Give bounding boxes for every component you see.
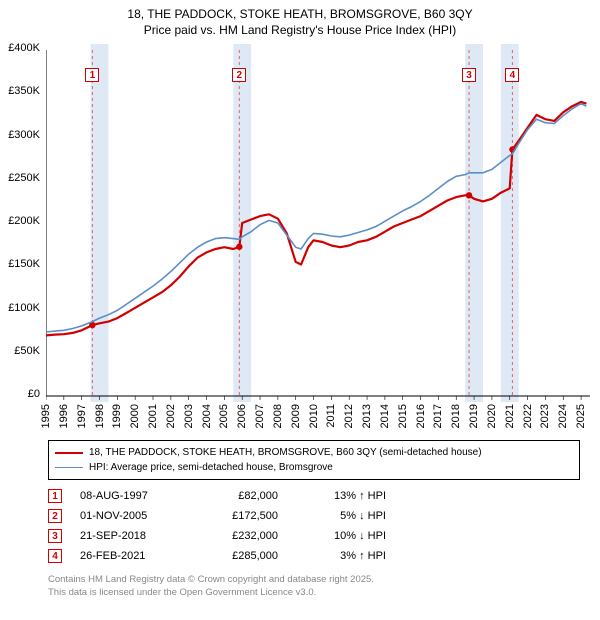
x-tick-label: 2009 [290, 404, 302, 428]
x-tick-label: 2020 [486, 404, 498, 428]
sale-row-delta: 3% ↑ HPI [296, 550, 386, 562]
sale-row-delta: 13% ↑ HPI [296, 490, 386, 502]
x-tick-label: 2000 [129, 404, 141, 428]
x-tick-label: 1996 [58, 404, 70, 428]
x-tick-label: 2013 [361, 404, 373, 428]
sale-row-price: £172,500 [198, 510, 278, 522]
sale-row-marker: 4 [48, 549, 62, 563]
x-tick-label: 2004 [201, 404, 213, 428]
x-tick-label: 2007 [254, 404, 266, 428]
footer-line-1: Contains HM Land Registry data © Crown c… [48, 574, 580, 587]
title-line-2: Price paid vs. HM Land Registry's House … [10, 22, 590, 38]
sale-row-date: 26-FEB-2021 [80, 550, 180, 562]
chart-area: 1 2 3 4 [46, 44, 590, 402]
x-tick-label: 2005 [218, 404, 230, 428]
y-tick-label: £250K [8, 172, 40, 184]
sale-row-marker: 1 [48, 489, 62, 503]
sale-row-price: £232,000 [198, 530, 278, 542]
x-tick-label: 2015 [397, 404, 409, 428]
sale-row-date: 08-AUG-1997 [80, 490, 180, 502]
x-tick-label: 2022 [522, 404, 534, 428]
x-tick-label: 2019 [468, 404, 480, 428]
chart-svg [46, 44, 590, 402]
legend-row: 18, THE PADDOCK, STOKE HEATH, BROMSGROVE… [55, 445, 573, 460]
title-line-1: 18, THE PADDOCK, STOKE HEATH, BROMSGROVE… [10, 6, 590, 22]
x-tick-label: 2024 [557, 404, 569, 428]
x-tick-label: 1998 [94, 404, 106, 428]
x-tick-label: 1995 [40, 404, 52, 428]
sale-marker-4: 4 [505, 68, 519, 82]
x-tick-label: 2006 [236, 404, 248, 428]
legend-label: HPI: Average price, semi-detached house,… [89, 460, 333, 475]
y-tick-label: £100K [8, 302, 40, 314]
sale-row: 3 21-SEP-2018 £232,000 10% ↓ HPI [48, 526, 580, 546]
x-tick-label: 2012 [343, 404, 355, 428]
sale-row: 2 01-NOV-2005 £172,500 5% ↓ HPI [48, 506, 580, 526]
y-tick-label: £300K [8, 129, 40, 141]
legend-label: 18, THE PADDOCK, STOKE HEATH, BROMSGROVE… [89, 445, 482, 460]
x-tick-label: 1999 [111, 404, 123, 428]
x-tick-label: 2001 [147, 404, 159, 428]
x-tick-label: 2010 [308, 404, 320, 428]
title-block: 18, THE PADDOCK, STOKE HEATH, BROMSGROVE… [0, 0, 600, 40]
sale-marker-2: 2 [232, 68, 246, 82]
y-tick-label: £150K [8, 258, 40, 270]
sale-row: 4 26-FEB-2021 £285,000 3% ↑ HPI [48, 546, 580, 566]
x-tick-label: 2021 [504, 404, 516, 428]
y-tick-label: £350K [8, 85, 40, 97]
sale-row-marker: 2 [48, 509, 62, 523]
y-tick-label: £50K [14, 345, 40, 357]
sale-row-price: £82,000 [198, 490, 278, 502]
sale-row-date: 21-SEP-2018 [80, 530, 180, 542]
x-tick-label: 2008 [272, 404, 284, 428]
sale-row-marker: 3 [48, 529, 62, 543]
x-tick-label: 2025 [575, 404, 587, 428]
y-tick-label: £0 [28, 388, 40, 400]
y-axis: £0 £50K £100K £150K £200K £250K £300K £350K £400… [0, 42, 44, 400]
sale-row-delta: 5% ↓ HPI [296, 510, 386, 522]
x-tick-label: 2002 [165, 404, 177, 428]
x-tick-label: 2023 [539, 404, 551, 428]
legend-swatch [55, 467, 83, 468]
x-tick-label: 2016 [415, 404, 427, 428]
x-tick-label: 2017 [432, 404, 444, 428]
sale-row-delta: 10% ↓ HPI [296, 530, 386, 542]
y-tick-label: £200K [8, 215, 40, 227]
sale-row: 1 08-AUG-1997 £82,000 13% ↑ HPI [48, 486, 580, 506]
legend: 18, THE PADDOCK, STOKE HEATH, BROMSGROVE… [48, 440, 580, 480]
x-tick-label: 2003 [183, 404, 195, 428]
x-tick-label: 2014 [379, 404, 391, 428]
legend-swatch [55, 452, 83, 454]
sale-row-date: 01-NOV-2005 [80, 510, 180, 522]
chart-container: 18, THE PADDOCK, STOKE HEATH, BROMSGROVE… [0, 0, 600, 620]
sales-table: 1 08-AUG-1997 £82,000 13% ↑ HPI 2 01-NOV-2005… [48, 486, 580, 566]
sale-marker-3: 3 [462, 68, 476, 82]
x-tick-label: 2018 [450, 404, 462, 428]
footer-line-2: This data is licensed under the Open Gov… [48, 587, 580, 600]
legend-row: HPI: Average price, semi-detached house,… [55, 460, 573, 475]
y-tick-label: £400K [8, 42, 40, 54]
sale-marker-1: 1 [85, 68, 99, 82]
footer-attribution: Contains HM Land Registry data © Crown c… [48, 574, 580, 600]
x-axis: 1995199619971998199920002001200220032004… [46, 402, 590, 436]
x-tick-label: 1997 [76, 404, 88, 428]
sale-row-price: £285,000 [198, 550, 278, 562]
x-tick-label: 2011 [325, 404, 337, 428]
